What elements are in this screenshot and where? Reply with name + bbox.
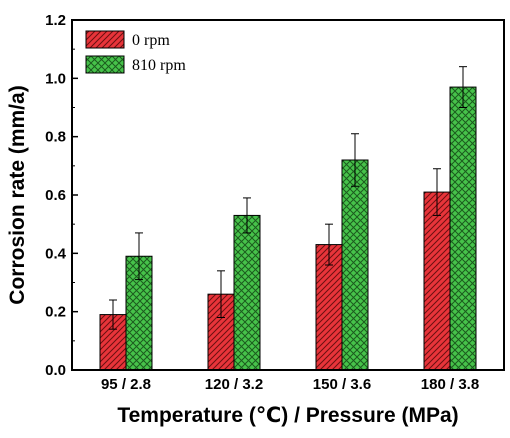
y-tick-label: 0.6 <box>45 187 66 204</box>
x-axis-title: Temperature (℃) / Pressure (MPa) <box>117 404 458 427</box>
y-tick-label: 1.2 <box>45 12 66 29</box>
y-tick-label: 0.0 <box>45 362 66 379</box>
bar-810-rpm-3 <box>449 86 477 371</box>
bar-810-rpm-2 <box>341 159 369 371</box>
bar-810-rpm-1 <box>233 214 261 371</box>
legend: 0 rpm 810 rpm <box>85 30 186 74</box>
y-axis-title: Corrosion rate (mm/a) <box>6 85 29 304</box>
y-axis: 0.0 0.2 0.4 0.6 0.8 1.0 1.2 <box>45 12 78 379</box>
legend-label-0-rpm: 0 rpm <box>132 32 170 49</box>
x-tick-label: 95 / 2.8 <box>101 376 151 393</box>
x-tick-label: 150 / 3.6 <box>313 376 371 393</box>
y-tick-label: 0.2 <box>45 304 66 321</box>
y-tick-label: 1.0 <box>45 70 66 87</box>
legend-swatch-0-rpm <box>85 30 125 49</box>
x-tick-label: 180 / 3.8 <box>421 376 479 393</box>
y-tick-label: 0.4 <box>45 245 67 262</box>
legend-label-810-rpm: 810 rpm <box>132 57 186 74</box>
x-tick-label: 120 / 3.2 <box>205 376 263 393</box>
bars-layer <box>99 86 477 371</box>
bar-0-rpm-3 <box>423 191 451 371</box>
error-bars-layer <box>109 66 467 330</box>
x-axis: 95 / 2.8 120 / 3.2 150 / 3.6 180 / 3.8 <box>101 376 479 393</box>
y-tick-label: 0.8 <box>45 129 66 146</box>
legend-swatch-810-rpm <box>85 55 125 74</box>
